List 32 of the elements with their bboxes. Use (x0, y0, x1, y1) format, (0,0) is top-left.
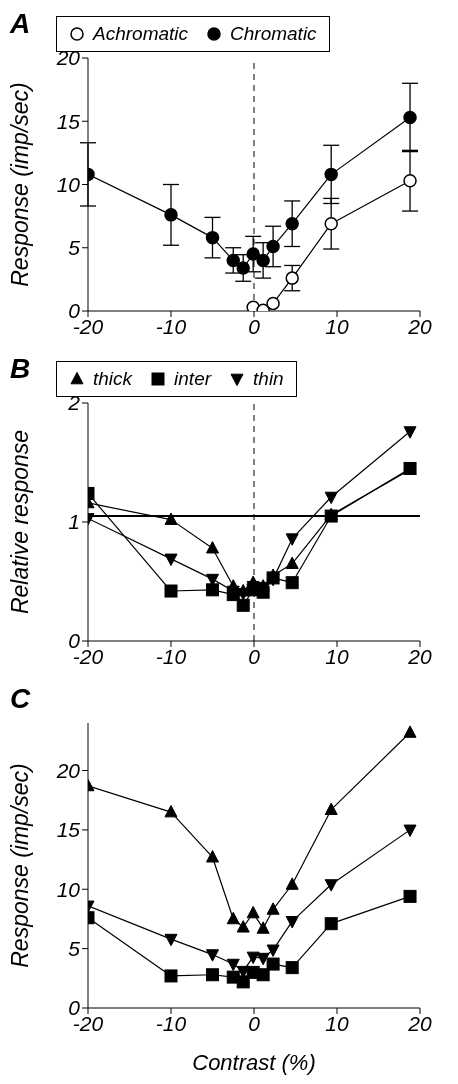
y-axis-title: Response (imp/sec) (7, 763, 34, 968)
x-axis-title: Contrast (%) (192, 1050, 316, 1075)
y-axis-title: Response (imp/sec) (7, 82, 34, 287)
x-tick-label: 20 (407, 1011, 432, 1035)
y-axis-title: Relative response (7, 429, 34, 615)
legend-label: Chromatic (230, 23, 317, 45)
legend-label: thick (93, 368, 133, 390)
x-tick-label: -10 (155, 1011, 187, 1035)
x-tick-label: 10 (325, 314, 349, 338)
x-tick-label: 10 (325, 1011, 349, 1035)
x-tick-label: -10 (155, 644, 187, 668)
y-tick-label: 5 (68, 236, 81, 260)
chart-title: A (10, 8, 31, 40)
x-tick-label: 10 (325, 644, 349, 668)
chart-title: B (10, 353, 31, 385)
y-tick-label: 15 (56, 109, 81, 133)
legend-label: inter (174, 368, 212, 390)
x-tick-label: -10 (155, 314, 187, 338)
y-tick-label: 15 (56, 818, 81, 842)
x-tick-label: 0 (248, 644, 261, 668)
chart-title: C (10, 683, 31, 715)
y-tick-label: 20 (55, 758, 81, 782)
legend-label: Achromatic (93, 23, 189, 45)
y-tick-label: 10 (56, 877, 81, 901)
x-tick-label: 20 (407, 314, 432, 338)
y-tick-label: 5 (68, 937, 81, 961)
legend-label: thin (253, 368, 284, 390)
y-tick-label: 10 (56, 172, 81, 196)
x-tick-label: 0 (248, 314, 261, 338)
x-tick-label: 0 (248, 1011, 261, 1035)
x-tick-label: 20 (407, 644, 432, 668)
y-tick-label: 1 (68, 510, 80, 534)
